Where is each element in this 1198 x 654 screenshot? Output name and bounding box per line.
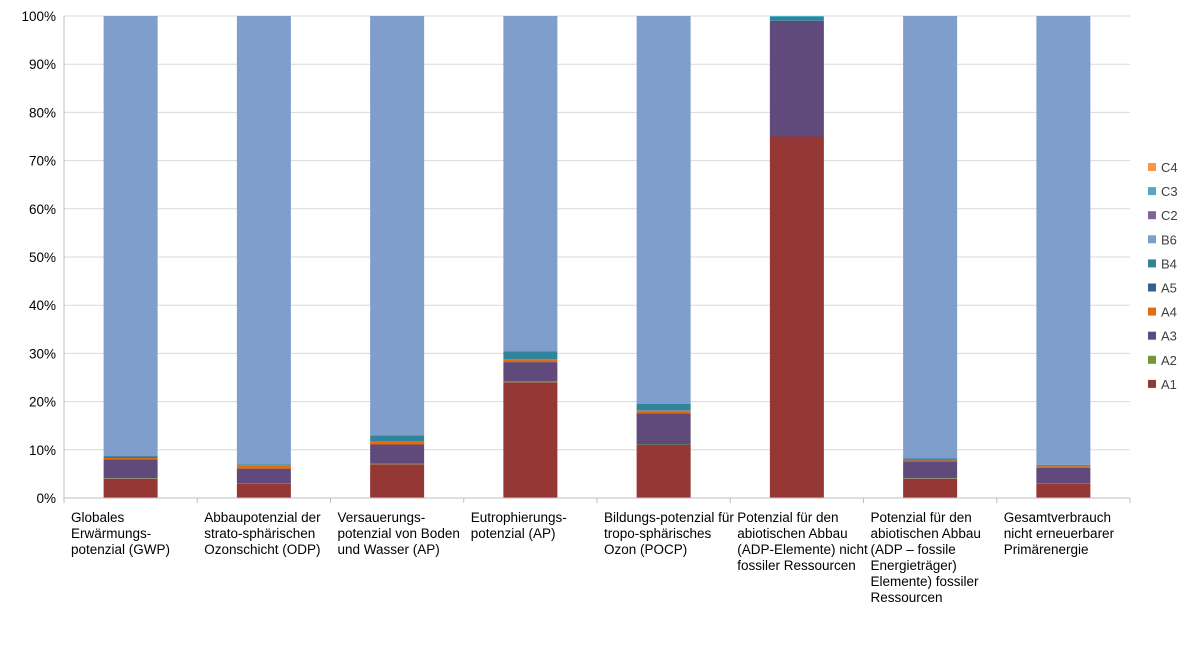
bar-segment-a4 <box>903 460 958 462</box>
bar-segment-b6 <box>503 16 558 352</box>
legend-swatch-a1 <box>1148 379 1156 388</box>
bar-segment-b6 <box>903 16 958 459</box>
x-category-label: Potenzial für den abiotischen Abbau (ADP… <box>870 510 981 605</box>
y-tick-label: 60% <box>29 202 56 217</box>
bar-segment-b4 <box>370 435 425 442</box>
bar-segment-a3 <box>103 459 158 479</box>
bar-segment-a3 <box>903 461 958 479</box>
legend-label-a3: A3 <box>1161 329 1177 344</box>
gridlines <box>64 15 1130 499</box>
bar-segment-a1 <box>503 382 558 498</box>
legend-swatch-b4 <box>1148 259 1156 268</box>
x-category-label: Globales Erwärmungs-potenzial (GWP) <box>71 510 171 557</box>
legend: C4 C3 C2 B6 B4 A5 A4 A3 A2 A1 <box>1148 160 1178 392</box>
y-tick-label: 100% <box>21 9 56 24</box>
legend-swatch-c3 <box>1148 187 1156 196</box>
bar-segment-b6 <box>636 16 691 405</box>
bar-segment-b6 <box>370 16 425 436</box>
x-category-label: Eutrophierungs-potenzial (AP) <box>470 510 567 541</box>
bar-segment-b4 <box>769 16 824 21</box>
bar-segment-b6 <box>236 16 291 465</box>
y-tick-label: 20% <box>29 395 56 410</box>
bar-segment-b4 <box>503 351 558 360</box>
bar-segment-a3 <box>370 444 425 464</box>
legend-label-a4: A4 <box>1161 305 1177 320</box>
legend-label-a5: A5 <box>1161 281 1177 296</box>
legend-label-a2: A2 <box>1161 353 1177 368</box>
y-axis-tick-labels: 0% 10% 20% 30% 40% 50% 60% 70% 80% 90% 100% <box>21 9 56 506</box>
axes <box>63 16 1131 503</box>
bar-segment-b4 <box>903 458 958 460</box>
bar-segment-a3 <box>1036 467 1091 484</box>
bars <box>103 16 1091 498</box>
bar-segment-a1 <box>103 478 158 498</box>
bar-segment-a1 <box>903 478 958 498</box>
legend-swatch-a4 <box>1148 307 1156 316</box>
bar-segment-b4 <box>636 404 691 411</box>
y-tick-label: 50% <box>29 250 56 265</box>
x-category-label: Versauerungs-potenzial von Boden und Was… <box>337 510 460 557</box>
y-tick-label: 0% <box>36 491 56 506</box>
y-tick-label: 30% <box>29 346 56 361</box>
legend-swatch-c2 <box>1148 211 1156 220</box>
y-tick-label: 70% <box>29 154 56 169</box>
bar-segment-b4 <box>236 464 291 466</box>
y-tick-label: 40% <box>29 298 56 313</box>
x-category-label: Gesamtverbrauch nicht erneuerbarer Primä… <box>1003 510 1115 557</box>
bar-segment-a1 <box>769 136 824 498</box>
x-category-label: Bildungs-potenzial für tropo-sphärisches… <box>604 510 734 557</box>
bar-segment-b6 <box>103 16 158 457</box>
y-tick-label: 10% <box>29 443 56 458</box>
legend-label-c3: C3 <box>1161 184 1178 199</box>
bar-segment-a3 <box>769 20 824 137</box>
bar-segment-a1 <box>236 483 291 498</box>
legend-swatch-c4 <box>1148 163 1156 171</box>
bar-segment-a4 <box>236 465 291 469</box>
bar-segment-b6 <box>1036 16 1091 465</box>
legend-swatch-a2 <box>1148 355 1156 364</box>
bar-segment-c3 <box>769 16 824 17</box>
y-tick-label: 80% <box>29 105 56 120</box>
bar-segment-a4 <box>503 359 558 363</box>
bar-segment-b4 <box>103 456 158 458</box>
bar-segment-a4 <box>370 441 425 445</box>
bar-segment-a3 <box>503 362 558 382</box>
bar-segment-b4 <box>1036 464 1091 466</box>
legend-label-b4: B4 <box>1161 256 1177 271</box>
x-category-label: Potenzial für den abiotischen Abbau (ADP… <box>737 510 868 573</box>
bar-segment-a3 <box>236 468 291 484</box>
legend-swatch-b6 <box>1148 235 1156 244</box>
legend-label-c4: C4 <box>1161 160 1178 175</box>
bar-segment-a3 <box>636 413 691 445</box>
bar-segment-a4 <box>1036 466 1091 468</box>
bar-segment-a1 <box>1036 483 1091 498</box>
legend-swatch-a3 <box>1148 331 1156 340</box>
x-category-label: Abbaupotenzial der strato-sphärischen Oz… <box>204 510 321 557</box>
bar-segment-a1 <box>370 464 425 498</box>
bar-segment-a2 <box>503 381 558 383</box>
y-tick-label: 90% <box>29 57 56 72</box>
legend-label-c2: C2 <box>1161 208 1178 223</box>
bar-segment-a4 <box>636 410 691 414</box>
bar-segment-a1 <box>636 444 691 498</box>
legend-swatch-a5 <box>1148 283 1156 292</box>
legend-label-b6: B6 <box>1161 232 1177 247</box>
bar-segment-a4 <box>103 457 158 460</box>
legend-label-a1: A1 <box>1161 377 1177 392</box>
